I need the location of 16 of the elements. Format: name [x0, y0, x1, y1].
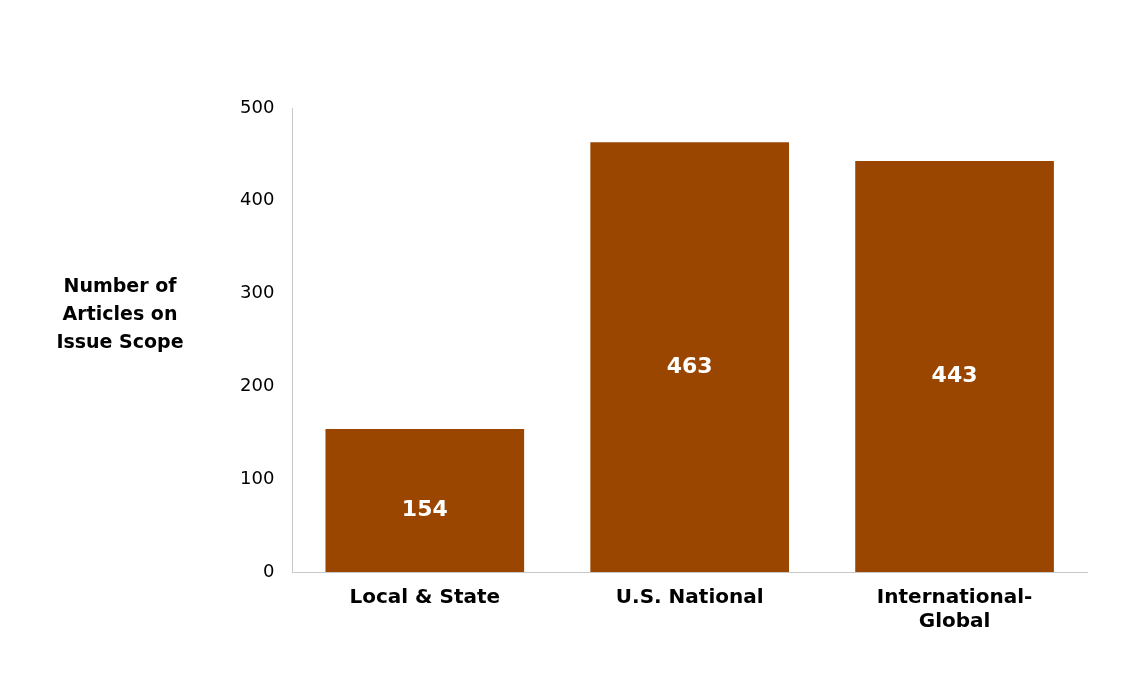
y-axis-title: Number of Articles on Issue Scope [56, 273, 184, 352]
y-tick-label: 500 [240, 95, 275, 117]
x-tick-label: International-Global [876, 584, 1033, 633]
x-tick-label: U.S. National [615, 584, 764, 609]
y-tick-label: 200 [240, 374, 275, 396]
y-tick-label: 0 [262, 559, 275, 581]
bar [325, 429, 525, 572]
bar [590, 142, 790, 572]
data-label: 154 [401, 496, 448, 522]
data-label: 463 [666, 352, 713, 378]
y-tick-label: 400 [240, 188, 275, 210]
y-tick-label: 100 [240, 466, 275, 488]
x-tick-label: Local & State [349, 584, 501, 609]
bar [855, 160, 1054, 572]
data-label: 443 [931, 362, 978, 388]
y-tick-label: 300 [240, 281, 275, 303]
